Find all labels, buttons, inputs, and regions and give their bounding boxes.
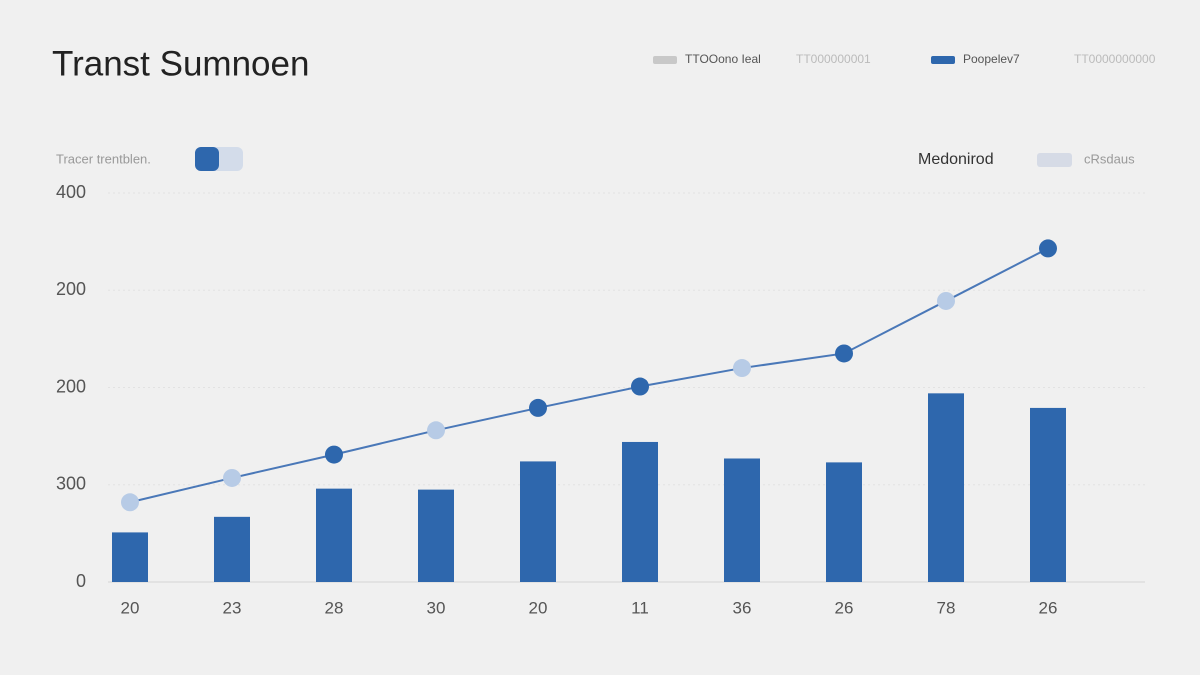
y-tick-label: 0 <box>76 571 86 591</box>
filter-note: cRsdaus <box>1084 151 1135 166</box>
x-tick-label: 26 <box>1039 598 1058 617</box>
legend-note: TT0000000000 <box>1074 52 1156 66</box>
x-tick-label: 23 <box>223 598 242 617</box>
bar <box>1030 407 1066 582</box>
filter-label[interactable]: Medonirod <box>918 151 994 168</box>
line-point <box>1039 239 1057 258</box>
x-tick-label: 30 <box>427 598 446 617</box>
bar <box>520 461 556 582</box>
bar <box>826 462 862 582</box>
line-point <box>223 468 241 487</box>
y-tick-label: 300 <box>56 474 86 494</box>
legend-swatch <box>931 56 955 64</box>
x-tick-label: 11 <box>631 598 649 617</box>
toggle-label: Tracer trentblen. <box>56 151 151 166</box>
x-tick-label: 78 <box>937 598 956 617</box>
filter-swatch <box>1037 153 1072 167</box>
bar <box>928 393 964 582</box>
legend-label: Poopelev7 <box>963 52 1020 66</box>
line-point <box>325 445 343 464</box>
bar <box>724 458 760 582</box>
bar <box>112 532 148 582</box>
line-point <box>631 377 649 396</box>
bar <box>214 516 250 582</box>
y-tick-label: 400 <box>56 182 86 202</box>
bar <box>622 441 658 582</box>
toggle-knob <box>195 147 219 171</box>
x-tick-label: 36 <box>733 598 752 617</box>
x-tick-label: 20 <box>529 598 548 617</box>
y-tick-label: 200 <box>56 376 86 396</box>
legend-swatch <box>653 56 677 64</box>
legend-note: TT000000001 <box>796 52 871 66</box>
line-point <box>937 291 955 310</box>
bar <box>418 489 454 582</box>
line-point <box>121 493 139 512</box>
line-point <box>529 398 547 417</box>
bar <box>316 488 352 582</box>
line-point <box>835 344 853 363</box>
x-tick-label: 28 <box>325 598 344 617</box>
line <box>129 247 1049 504</box>
chart-title: Transt Sumnoen <box>52 44 309 83</box>
line-point <box>427 421 445 440</box>
x-tick-label: 26 <box>835 598 854 617</box>
y-tick-label: 200 <box>56 279 86 299</box>
x-tick-label: 20 <box>121 598 140 617</box>
line-point <box>733 359 751 378</box>
legend-label: TTOOono Ieal <box>685 52 761 66</box>
toggle[interactable] <box>195 147 243 171</box>
